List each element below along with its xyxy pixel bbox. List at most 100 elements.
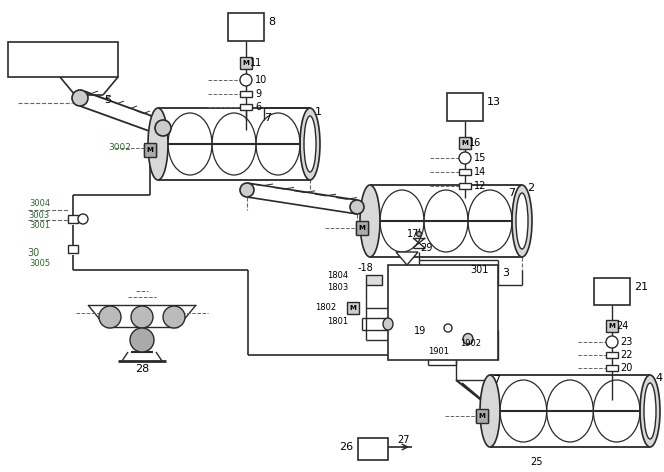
Text: 19: 19 [414, 326, 426, 336]
Text: 301: 301 [470, 265, 489, 275]
Text: 1802: 1802 [315, 303, 336, 312]
Ellipse shape [512, 185, 532, 257]
Ellipse shape [304, 116, 316, 172]
Text: 29: 29 [420, 243, 432, 253]
Bar [240, 91, 252, 97]
Bar [356, 221, 368, 235]
Circle shape [78, 214, 88, 224]
Text: 10: 10 [255, 75, 267, 85]
Text: 7: 7 [493, 375, 500, 385]
Text: 24: 24 [616, 321, 628, 331]
Circle shape [416, 231, 422, 236]
Text: 7: 7 [508, 188, 515, 198]
Bar [240, 104, 252, 110]
Text: 27: 27 [397, 435, 410, 445]
Text: 14: 14 [474, 167, 486, 177]
Circle shape [163, 306, 185, 328]
Text: M: M [359, 225, 365, 231]
Text: -18: -18 [358, 263, 374, 273]
Circle shape [155, 120, 171, 136]
Bar [366, 275, 382, 285]
Text: 11: 11 [250, 58, 262, 68]
Text: 3001: 3001 [29, 221, 50, 230]
Circle shape [606, 336, 618, 348]
Text: M: M [461, 140, 468, 146]
Text: 5: 5 [104, 95, 111, 105]
Bar [240, 57, 252, 69]
Text: 23: 23 [620, 337, 632, 347]
Text: 25: 25 [530, 457, 542, 467]
Text: 2: 2 [527, 183, 534, 193]
Text: 12: 12 [474, 181, 486, 191]
Bar [356, 222, 368, 234]
Ellipse shape [360, 185, 380, 257]
Ellipse shape [644, 383, 656, 439]
Ellipse shape [463, 334, 473, 345]
Text: M: M [242, 60, 250, 66]
Bar [388, 265, 498, 360]
Bar [144, 143, 156, 157]
Text: 3002: 3002 [108, 143, 131, 152]
Ellipse shape [480, 375, 500, 447]
Ellipse shape [148, 108, 168, 180]
Bar [447, 93, 483, 121]
Ellipse shape [516, 193, 528, 249]
Bar [68, 245, 78, 253]
Bar [68, 215, 78, 223]
Text: 4: 4 [655, 373, 662, 383]
Text: 1804: 1804 [327, 270, 348, 279]
Circle shape [459, 152, 471, 164]
Text: 28: 28 [135, 364, 149, 374]
Text: 21: 21 [634, 282, 648, 292]
Text: 3005: 3005 [29, 259, 50, 268]
Bar [459, 169, 471, 175]
Circle shape [350, 200, 364, 214]
Text: 26: 26 [339, 442, 353, 452]
Text: M: M [479, 413, 485, 419]
Bar [358, 438, 388, 460]
Polygon shape [396, 252, 418, 265]
Text: 1: 1 [315, 107, 322, 117]
Bar [8, 42, 118, 77]
Text: 22: 22 [620, 350, 633, 360]
Text: 16: 16 [469, 138, 481, 148]
Text: 8: 8 [268, 17, 275, 27]
Text: 9: 9 [255, 89, 261, 99]
Circle shape [72, 90, 88, 106]
Bar [606, 365, 618, 371]
Text: 1803: 1803 [327, 284, 348, 293]
Circle shape [131, 306, 153, 328]
Bar [594, 278, 630, 305]
Text: M: M [609, 323, 616, 329]
Circle shape [240, 74, 252, 86]
Bar [606, 352, 618, 358]
Bar [459, 183, 471, 189]
Bar [347, 302, 359, 314]
Bar [476, 409, 488, 423]
Text: M: M [349, 305, 357, 311]
Circle shape [99, 306, 121, 328]
Text: 6: 6 [255, 102, 261, 112]
Text: 1902: 1902 [460, 338, 481, 347]
Bar [459, 137, 471, 149]
Text: 20: 20 [620, 363, 632, 373]
Text: 30: 30 [28, 248, 40, 258]
Text: 17: 17 [407, 229, 420, 239]
Ellipse shape [640, 375, 660, 447]
Ellipse shape [300, 108, 320, 180]
Text: 13: 13 [487, 97, 501, 107]
Circle shape [444, 324, 452, 332]
Bar [606, 320, 618, 332]
Circle shape [240, 183, 254, 197]
Text: 15: 15 [474, 153, 486, 163]
Bar [476, 410, 488, 422]
Bar [144, 144, 156, 156]
Text: 1901: 1901 [428, 347, 449, 356]
Text: M: M [147, 147, 153, 153]
Text: 3: 3 [502, 268, 509, 278]
Text: 1801: 1801 [327, 318, 348, 327]
Circle shape [130, 328, 154, 352]
Text: 3004: 3004 [29, 199, 50, 208]
Ellipse shape [383, 318, 393, 330]
Bar [228, 13, 264, 41]
